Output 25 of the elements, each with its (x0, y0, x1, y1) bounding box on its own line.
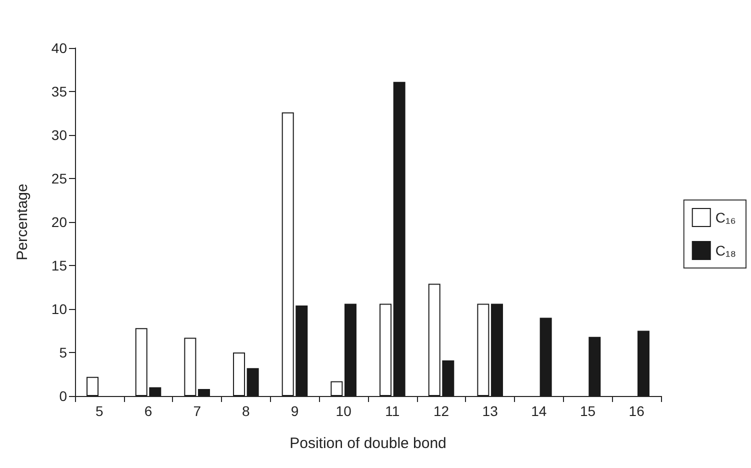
y-tick-label: 0 (59, 388, 68, 404)
x-axis-title: Position of double bond (290, 435, 446, 452)
x-tick-label: 14 (531, 403, 547, 419)
x-tick-label: 7 (193, 403, 202, 419)
y-tick-label: 15 (51, 258, 68, 274)
y-tick-label: 40 (51, 40, 68, 56)
y-axis-title: Percentage (14, 184, 31, 260)
y-tick-label: 5 (59, 344, 68, 360)
legend-label: C₁₆ (715, 210, 736, 226)
x-tick-label: 9 (290, 403, 299, 419)
x-tick-label: 16 (628, 403, 645, 419)
x-tick-label: 6 (144, 403, 152, 419)
x-tick-label: 11 (385, 403, 400, 419)
legend-label: C₁₈ (715, 242, 736, 258)
y-tick-label: 25 (51, 170, 68, 186)
x-tick-label: 10 (336, 403, 352, 419)
y-tick-label: 35 (51, 84, 68, 100)
y-tick-label: 30 (51, 127, 68, 143)
y-tick-label: 10 (51, 301, 68, 317)
x-tick-label: 8 (242, 403, 250, 419)
y-tick-label: 20 (51, 214, 68, 230)
x-tick-label: 12 (433, 403, 450, 419)
x-tick-label: 5 (96, 403, 104, 419)
x-tick-label: 15 (580, 403, 596, 419)
x-tick-label: 13 (482, 403, 498, 419)
